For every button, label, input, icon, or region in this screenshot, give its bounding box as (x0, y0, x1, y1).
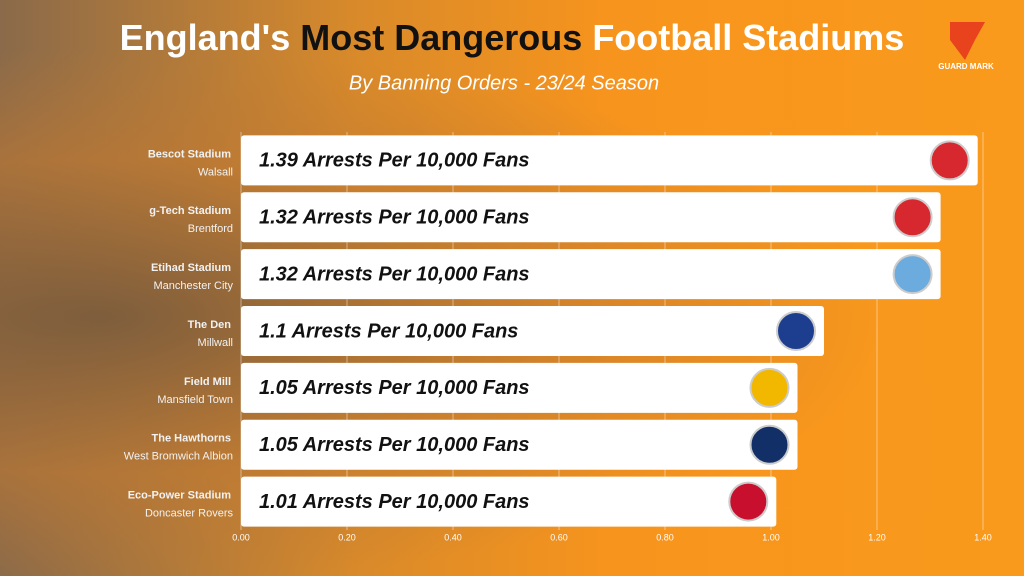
category-label: The Den (188, 319, 232, 331)
x-tick-label: 0.20 (338, 532, 356, 542)
chart-title: England's Most Dangerous Football Stadiu… (120, 17, 905, 58)
club-crest (776, 311, 816, 351)
value-label: 1.05 Arrests Per 10,000 Fans (259, 377, 530, 399)
club-crest (749, 424, 790, 465)
club-label: Millwall (198, 337, 233, 349)
bar (241, 306, 824, 356)
bar (241, 249, 941, 300)
club-label: Brentford (188, 223, 233, 235)
title-part: Football Stadiums (592, 17, 904, 58)
club-crest (728, 481, 769, 522)
club-label: West Bromwich Albion (124, 451, 233, 463)
x-tick-label: 0.80 (656, 532, 674, 542)
value-label: 1.05 Arrests Per 10,000 Fans (259, 434, 530, 456)
category-label: The Hawthorns (152, 433, 231, 445)
x-tick-label: 1.00 (762, 532, 780, 542)
club-label: Doncaster Rovers (145, 507, 234, 519)
club-crest (892, 197, 933, 238)
club-crest (892, 254, 933, 295)
value-label: 1.32 Arrests Per 10,000 Fans (259, 207, 530, 229)
value-label: 1.01 Arrests Per 10,000 Fans (259, 491, 530, 513)
title-part: England's (120, 17, 291, 58)
club-crest (929, 140, 970, 181)
subtitle: By Banning Orders - 23/24 Season (349, 72, 659, 94)
category-label: Bescot Stadium (148, 148, 231, 160)
bar (241, 476, 777, 527)
value-label: 1.39 Arrests Per 10,000 Fans (259, 150, 530, 172)
category-label: Field Mill (184, 376, 231, 388)
x-tick-label: 1.20 (868, 532, 886, 542)
logo-icon (950, 22, 985, 60)
category-label: Eco-Power Stadium (128, 489, 232, 501)
bar (241, 362, 798, 413)
logo-text: GUARD MARK (938, 62, 994, 71)
value-label: 1.1 Arrests Per 10,000 Fans (259, 320, 518, 342)
club-label: Manchester City (154, 280, 234, 292)
bar (241, 419, 798, 470)
x-tick-label: 0.00 (232, 532, 250, 542)
value-label: 1.32 Arrests Per 10,000 Fans (259, 263, 530, 285)
title-part: Most Dangerous (300, 17, 582, 58)
club-label: Walsall (198, 166, 233, 178)
x-tick-label: 0.60 (550, 532, 568, 542)
bar (241, 192, 941, 243)
x-tick-label: 1.40 (974, 532, 992, 542)
club-label: Mansfield Town (157, 394, 233, 406)
category-label: Etihad Stadium (151, 262, 231, 274)
club-crest (749, 367, 790, 408)
bar (241, 135, 978, 186)
x-tick-label: 0.40 (444, 532, 462, 542)
category-label: g-Tech Stadium (149, 205, 231, 217)
